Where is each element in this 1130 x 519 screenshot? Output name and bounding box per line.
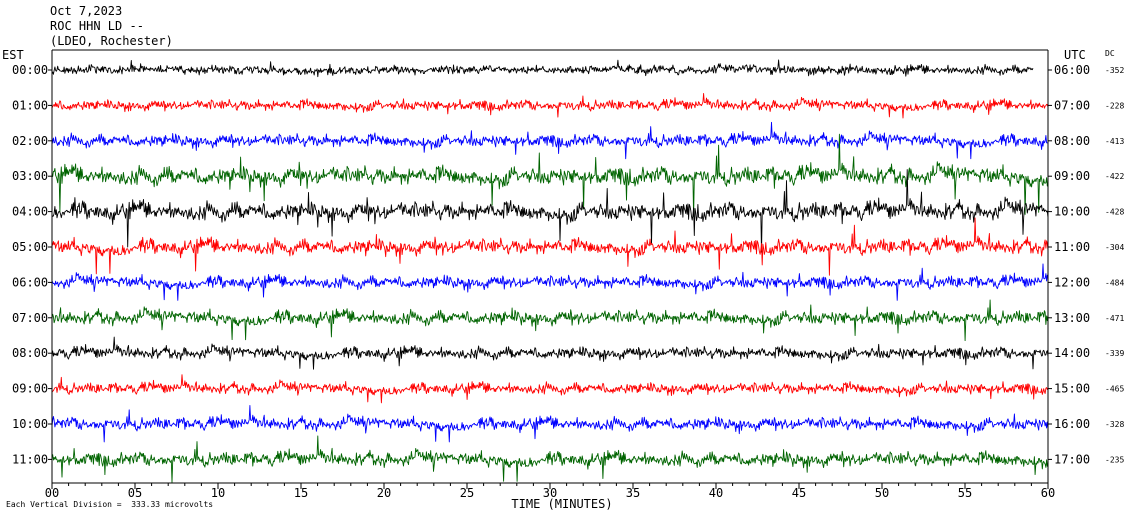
est-label: 09:00 [12, 382, 48, 396]
x-tick-label: 00 [45, 486, 59, 500]
est-label: 07:00 [12, 311, 48, 325]
x-tick-label: 50 [875, 486, 889, 500]
dc-value: -413 [1105, 137, 1124, 146]
trace-row-0000 [51, 59, 1034, 78]
x-tick-label: 55 [958, 486, 972, 500]
trace-row-0200 [51, 121, 1049, 160]
utc-label: 12:00 [1054, 275, 1090, 289]
x-tick-label: 10 [211, 486, 225, 500]
dc-axis-title: DC [1105, 49, 1115, 58]
x-tick-label: 20 [377, 486, 391, 500]
utc-label: 16:00 [1054, 417, 1090, 431]
x-tick-label: 05 [128, 486, 142, 500]
est-label: 10:00 [12, 417, 48, 431]
dc-value: -471 [1105, 314, 1124, 323]
trace-row-0900 [51, 374, 1049, 404]
dc-value: -465 [1105, 385, 1124, 394]
dc-value: -339 [1105, 349, 1124, 358]
trace-row-0500 [51, 217, 1049, 276]
x-axis: 00 05 10 15 20 25 30 35 40 45 50 55 60 TIME (MINUTES) [45, 483, 1055, 511]
trace-row-1000 [51, 405, 1049, 443]
utc-label: 08:00 [1054, 134, 1090, 148]
utc-axis-title: UTC [1064, 48, 1086, 62]
network-name: (LDEO, Rochester) [50, 34, 173, 48]
trace-row-0400 [51, 169, 1049, 253]
plot-date: Oct 7,2023 [50, 4, 123, 18]
trace-row-0600 [51, 263, 1049, 301]
est-axis-title: EST [2, 48, 24, 62]
est-label: 02:00 [12, 134, 48, 148]
dc-value: -422 [1105, 172, 1124, 181]
est-label: 06:00 [12, 275, 48, 289]
utc-label: 07:00 [1054, 98, 1090, 112]
utc-label: 11:00 [1054, 240, 1090, 254]
station-code: ROC HHN LD -- [50, 19, 144, 33]
est-label: 08:00 [12, 346, 48, 360]
dc-value: -328 [1105, 420, 1124, 429]
dc-column: -352 -228 -413 -422 -428 -304 -484 -471 -339 -465… [1105, 66, 1124, 464]
x-tick-label: 35 [626, 486, 640, 500]
utc-label: 14:00 [1054, 346, 1090, 360]
utc-label: 06:00 [1054, 63, 1090, 77]
x-tick-label: 30 [543, 486, 557, 500]
dc-value: -428 [1105, 208, 1124, 217]
dc-value: -352 [1105, 66, 1124, 75]
utc-label: 17:00 [1054, 452, 1090, 466]
x-tick-label: 25 [460, 486, 474, 500]
x-tick-label: 15 [294, 486, 308, 500]
utc-label: 10:00 [1054, 205, 1090, 219]
est-label: 05:00 [12, 240, 48, 254]
est-label: 04:00 [12, 205, 48, 219]
utc-label: 15:00 [1054, 382, 1090, 396]
scale-note: Each Vertical Division = 333.33 microvol… [6, 500, 214, 509]
est-label: 01:00 [12, 98, 48, 112]
x-tick-label: 45 [792, 486, 806, 500]
trace-layer [51, 59, 1049, 483]
dc-value: -304 [1105, 243, 1124, 252]
trace-row-1100 [51, 435, 1049, 483]
utc-label: 13:00 [1054, 311, 1090, 325]
dc-value: -228 [1105, 101, 1124, 110]
est-label: 00:00 [12, 63, 48, 77]
utc-axis: 06:00 07:00 08:00 09:00 10:00 11:00 12:00 13:00… [1048, 63, 1090, 466]
est-label: 03:00 [12, 169, 48, 183]
x-tick-label: 40 [709, 486, 723, 500]
x-axis-title: TIME (MINUTES) [511, 497, 612, 511]
est-label: 11:00 [12, 452, 48, 466]
trace-row-0300 [51, 133, 1049, 218]
trace-row-0700 [51, 299, 1049, 342]
trace-row-0100 [51, 93, 1049, 119]
dc-value: -235 [1105, 455, 1124, 464]
est-axis: 00:00 01:00 02:00 03:00 04:00 05:00 06:00 07:00… [12, 63, 52, 466]
utc-label: 09:00 [1054, 169, 1090, 183]
trace-row-0800 [51, 336, 1049, 370]
x-tick-label: 60 [1041, 486, 1055, 500]
dc-value: -484 [1105, 278, 1124, 287]
